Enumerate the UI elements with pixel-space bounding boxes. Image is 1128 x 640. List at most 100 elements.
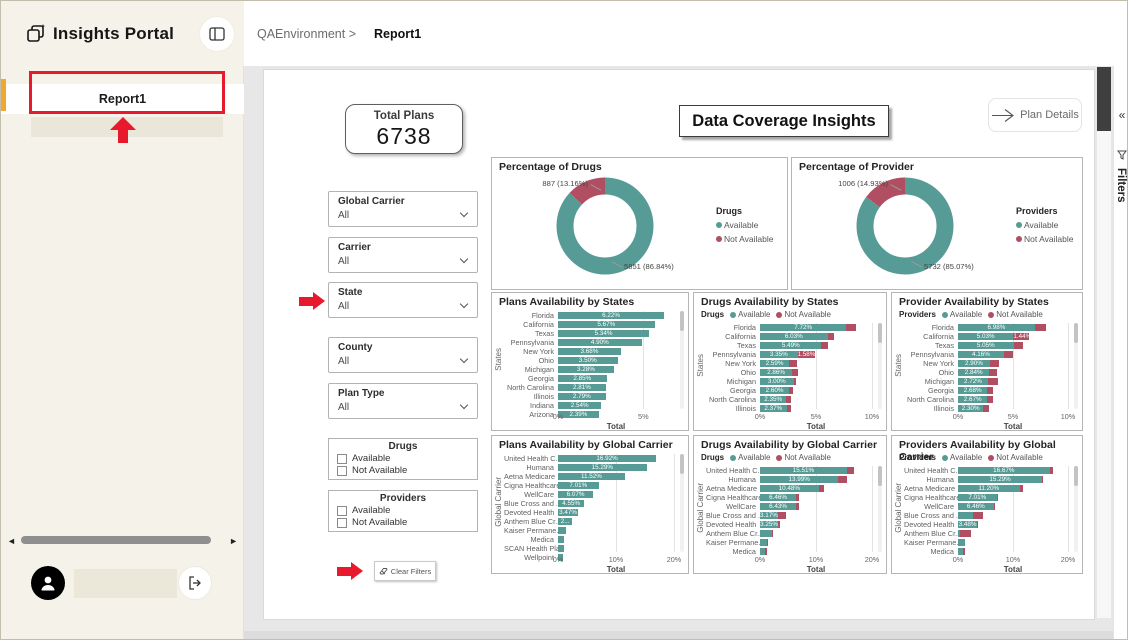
bar-available[interactable]: 5.49% — [760, 342, 822, 349]
bar-available[interactable]: 3.47% — [558, 509, 579, 516]
legend-item-available[interactable]: Available — [1016, 220, 1073, 230]
chart-scrollbar-thumb[interactable] — [878, 466, 882, 486]
legend-item-available[interactable]: Available — [716, 220, 773, 230]
bar-not-available[interactable] — [1042, 476, 1043, 483]
bar-available[interactable] — [760, 548, 765, 555]
bar-not-available[interactable] — [989, 369, 998, 376]
bar-not-available[interactable]: 1.44% — [1013, 333, 1030, 340]
bar-available[interactable]: 7.01% — [558, 482, 599, 489]
bar-available[interactable] — [760, 530, 773, 537]
providers-not-available-checkbox[interactable] — [337, 517, 347, 528]
bar-available[interactable] — [958, 512, 974, 519]
chart-scrollbar[interactable] — [878, 466, 882, 552]
bar-not-available[interactable] — [996, 494, 998, 501]
bar-not-available[interactable] — [1034, 324, 1047, 331]
bar-available[interactable]: 13.99% — [760, 476, 839, 483]
drugs-not-available-checkbox[interactable] — [337, 465, 347, 476]
bar-available[interactable]: 2... — [558, 518, 573, 525]
bar-not-available[interactable] — [796, 503, 799, 510]
bar-available[interactable]: 15.29% — [558, 464, 647, 471]
bar-not-available[interactable] — [962, 548, 966, 555]
legend-item-not-available[interactable]: Not Available — [988, 453, 1043, 462]
bar-available[interactable]: 2.81% — [558, 384, 606, 391]
bar-not-available[interactable] — [987, 396, 994, 403]
bar-not-available[interactable] — [1013, 342, 1023, 349]
bar-available[interactable]: 5.67% — [558, 321, 655, 328]
canvas-vertical-scrollbar-track[interactable] — [1097, 67, 1111, 618]
donut-slice-not-available[interactable] — [856, 177, 954, 275]
bar-available[interactable]: 6.07% — [558, 491, 594, 498]
bar-available[interactable]: 5.05% — [958, 342, 1014, 349]
legend-item-not-available[interactable]: Not Available — [716, 234, 773, 244]
bar-not-available[interactable] — [989, 360, 999, 367]
dropdown-county[interactable]: County All — [328, 337, 478, 373]
legend-item-available[interactable]: Available — [730, 453, 770, 462]
bar-available[interactable]: 3.35% — [760, 351, 798, 358]
chart-scrollbar-thumb[interactable] — [680, 454, 684, 474]
bar-available[interactable]: 15.29% — [958, 476, 1043, 483]
sidebar-item-report1[interactable]: Report1 — [1, 84, 244, 114]
bar-available[interactable]: 2.37% — [760, 405, 787, 412]
filters-pane-collapsed[interactable]: « Filters — [1113, 66, 1127, 639]
bar-available[interactable]: 4.55% — [558, 500, 585, 507]
dropdown-state[interactable]: State All — [328, 282, 478, 318]
bar-not-available[interactable] — [764, 548, 767, 555]
bar-available[interactable]: 4.90% — [558, 339, 642, 346]
chart-scrollbar[interactable] — [680, 311, 684, 409]
bar-not-available[interactable] — [983, 405, 990, 412]
bar-available[interactable]: 6.46% — [958, 503, 994, 510]
drugs-available-checkbox[interactable] — [337, 453, 347, 464]
bar-available[interactable]: 11.20% — [958, 485, 1020, 492]
bar-not-available[interactable] — [973, 512, 984, 519]
bar-not-available[interactable] — [846, 467, 855, 474]
bar-available[interactable]: 2.39% — [558, 411, 599, 418]
bar-not-available[interactable] — [786, 405, 791, 412]
bar-available[interactable] — [958, 539, 966, 546]
bar-not-available[interactable] — [993, 503, 995, 510]
bar-not-available[interactable] — [767, 539, 768, 546]
bar-available[interactable] — [958, 530, 960, 537]
bar-available[interactable]: 6.43% — [760, 503, 796, 510]
donut-slice-not-available[interactable] — [556, 177, 654, 275]
breadcrumb-environment[interactable]: QAEnvironment > — [257, 26, 357, 41]
bar-not-available[interactable] — [792, 369, 799, 376]
chart-scrollbar-thumb[interactable] — [878, 323, 882, 343]
clear-filters-button[interactable]: Clear Filters — [374, 561, 436, 581]
legend-item-not-available[interactable]: Not Available — [1016, 234, 1073, 244]
bar-not-available[interactable] — [827, 333, 834, 340]
bar-available[interactable]: 2.54% — [558, 402, 602, 409]
bar-available[interactable]: 3.68% — [558, 348, 621, 355]
legend-item-not-available[interactable]: Not Available — [776, 310, 831, 319]
expand-filters-icon[interactable]: « — [1118, 108, 1126, 122]
bar-available[interactable]: 2.79% — [558, 393, 606, 400]
legend-item-available[interactable]: Available — [941, 310, 982, 319]
bar-not-available[interactable] — [818, 485, 824, 492]
dropdown-plan-type[interactable]: Plan Type All — [328, 383, 478, 419]
bar-not-available[interactable] — [777, 512, 786, 519]
bar-available[interactable] — [558, 527, 566, 534]
bar-available[interactable]: 2.67% — [958, 396, 988, 403]
dropdown-carrier[interactable]: Carrier All — [328, 237, 478, 273]
bar-available[interactable]: 7.72% — [760, 324, 847, 331]
bar-not-available[interactable] — [1003, 351, 1013, 358]
bar-available[interactable]: 2.86% — [760, 369, 793, 376]
chart-scrollbar[interactable] — [680, 454, 684, 552]
bar-available[interactable]: 2.60% — [760, 387, 790, 394]
bar-available[interactable] — [558, 536, 565, 543]
bar-available[interactable]: 5.03% — [958, 333, 1014, 340]
bar-available[interactable] — [958, 548, 963, 555]
bar-available[interactable]: 2.90% — [958, 360, 990, 367]
bar-not-available[interactable]: 1.58% — [797, 351, 816, 358]
bar-not-available[interactable] — [796, 494, 800, 501]
bar-available[interactable]: 3.50% — [558, 357, 618, 364]
chart-scrollbar[interactable] — [1074, 466, 1078, 552]
bar-available[interactable]: 3.00% — [760, 378, 794, 385]
scroll-left-arrow-icon[interactable]: ◄ — [7, 536, 16, 546]
legend-item-not-available[interactable]: Not Available — [988, 310, 1043, 319]
bar-available[interactable]: 3.17% — [760, 512, 778, 519]
bar-not-available[interactable] — [789, 387, 794, 394]
dropdown-global-carrier[interactable]: Global Carrier All — [328, 191, 478, 227]
bar-available[interactable] — [760, 539, 767, 546]
legend-item-available[interactable]: Available — [730, 310, 770, 319]
bar-available[interactable]: 3.25% — [760, 521, 779, 528]
